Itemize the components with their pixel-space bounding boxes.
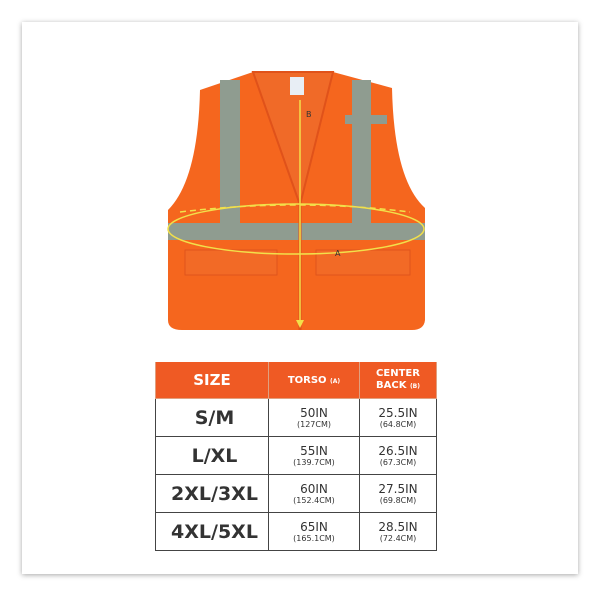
center-back-cell: 26.5IN (67.3CM) — [359, 436, 437, 475]
torso-tag: (A) — [330, 377, 341, 385]
torso-label: TORSO — [287, 374, 327, 386]
header-torso: TORSO (A) — [268, 362, 360, 399]
center-back-cell: 28.5IN (72.4CM) — [359, 512, 437, 551]
torso-cm: (152.4CM) — [293, 495, 335, 505]
torso-measure-ellipse — [167, 203, 425, 255]
header-center-back: CENTER BACK (B) — [359, 362, 437, 399]
size-chart-table: SIZE TORSO (A) CENTER BACK (B) S/M 50IN (1… — [155, 362, 437, 551]
header-size: SIZE — [155, 362, 269, 399]
torso-cell: 55IN (139.7CM) — [268, 436, 360, 475]
back-label-2: BACK — [376, 379, 407, 391]
back-cm: (72.4CM) — [379, 533, 417, 543]
torso-cell: 50IN (127CM) — [268, 398, 360, 437]
badge-holder — [345, 115, 387, 124]
size-cell: S/M — [155, 398, 269, 437]
torso-in: 60IN — [300, 481, 328, 496]
reflective-band — [168, 223, 425, 240]
torso-in: 55IN — [300, 443, 328, 458]
back-in: 25.5IN — [378, 405, 418, 420]
back-cm: (69.8CM) — [379, 495, 417, 505]
torso-in: 50IN — [300, 405, 328, 420]
back-label-1: CENTER — [376, 367, 420, 379]
back-tag: (B) — [409, 382, 420, 390]
table-header-row: SIZE TORSO (A) CENTER BACK (B) — [155, 362, 437, 399]
table-row: 4XL/5XL 65IN (165.1CM) 28.5IN (72.4CM) — [155, 512, 437, 551]
center-back-cell: 25.5IN (64.8CM) — [359, 398, 437, 437]
table-row: S/M 50IN (127CM) 25.5IN (64.8CM) — [155, 398, 437, 437]
torso-cm: (165.1CM) — [293, 533, 335, 543]
torso-cell: 65IN (165.1CM) — [268, 512, 360, 551]
vest-neck-inner — [251, 71, 335, 209]
table-row: L/XL 55IN (139.7CM) 26.5IN (67.3CM) — [155, 436, 437, 475]
size-cell: 2XL/3XL — [155, 474, 269, 513]
back-cm: (64.8CM) — [379, 419, 417, 429]
torso-cell: 60IN (152.4CM) — [268, 474, 360, 513]
reflective-stripe-left — [220, 80, 240, 225]
label-b: B — [306, 110, 312, 119]
torso-cm: (139.7CM) — [293, 457, 335, 467]
center-back-cell: 27.5IN (69.8CM) — [359, 474, 437, 513]
back-cm: (67.3CM) — [379, 457, 417, 467]
arrow-down-icon — [296, 320, 304, 328]
back-in: 28.5IN — [378, 519, 418, 534]
size-cell: 4XL/5XL — [155, 512, 269, 551]
torso-in: 65IN — [300, 519, 328, 534]
size-label-tag — [290, 77, 304, 95]
reflective-stripe-right — [352, 80, 371, 225]
label-a: A — [335, 249, 341, 258]
table-row: 2XL/3XL 60IN (152.4CM) 27.5IN (69.8CM) — [155, 474, 437, 513]
size-cell: L/XL — [155, 436, 269, 475]
back-in: 27.5IN — [378, 481, 418, 496]
torso-measure-dashed — [179, 204, 411, 213]
back-in: 26.5IN — [378, 443, 418, 458]
torso-cm: (127CM) — [297, 419, 331, 429]
